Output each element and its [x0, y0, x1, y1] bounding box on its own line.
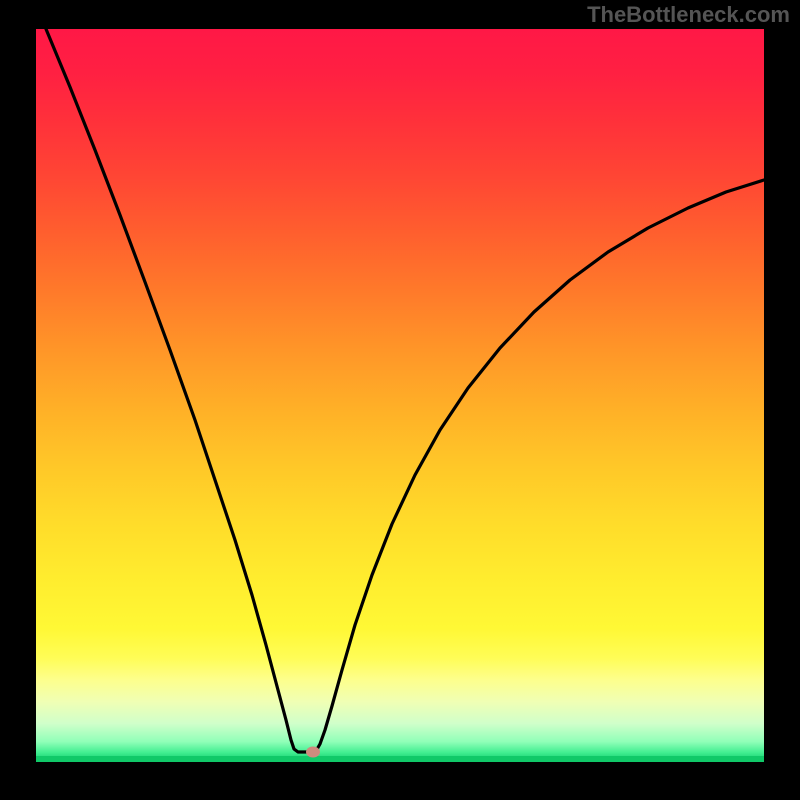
minimum-marker-icon: [306, 747, 320, 758]
green-bottom-strip: [36, 756, 764, 762]
bottleneck-chart: [0, 0, 800, 800]
plot-background: [36, 29, 764, 760]
chart-container: TheBottleneck.com: [0, 0, 800, 800]
